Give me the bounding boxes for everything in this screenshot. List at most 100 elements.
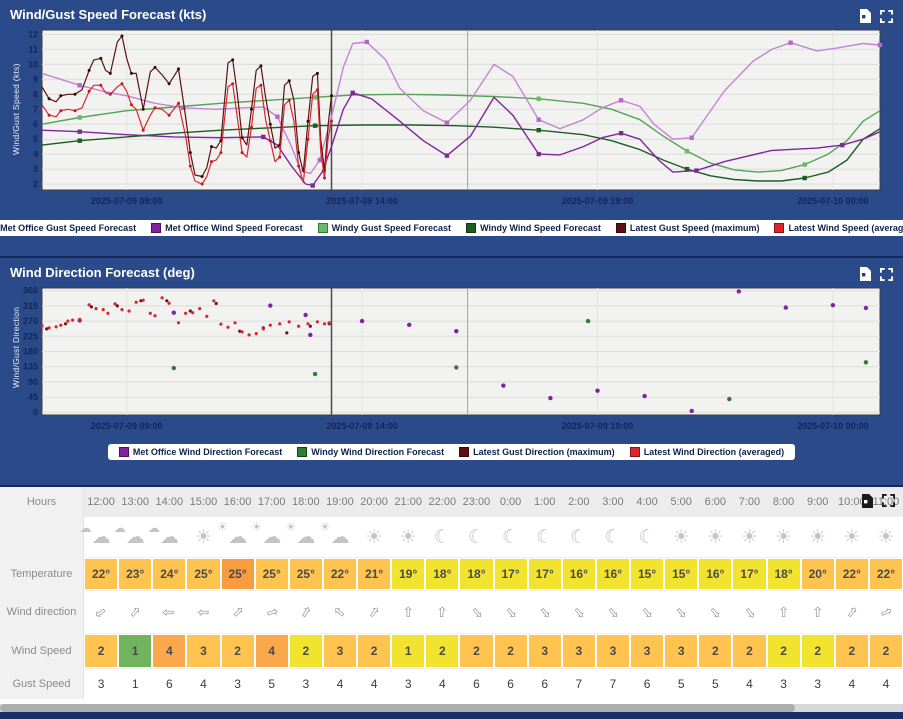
fullscreen-icon[interactable]: [880, 267, 893, 281]
temperature-value: 15°: [665, 559, 698, 589]
chart1-legend-item[interactable]: Latest Gust Speed (maximum): [615, 223, 759, 233]
hourly-forecast-table: Hours 12:00 13:00 14:00 15:00 16:00 17:00 18:0…: [0, 487, 903, 712]
wind-speed-value: 3: [528, 635, 561, 667]
wind-speed-cell: 2: [767, 634, 801, 668]
wind-speed-cell: 2: [357, 634, 391, 668]
sun-cloud-icon: ☁ ☀: [285, 519, 316, 548]
chart1-legend-item[interactable]: Windy Wind Speed Forecast: [466, 223, 601, 233]
svg-text:4: 4: [33, 149, 38, 159]
export-report-icon[interactable]: [859, 267, 871, 281]
wind-speed-value: 2: [494, 635, 527, 667]
wind-direction-arrow-icon: ⇧: [329, 602, 350, 622]
temperature-value: 23°: [119, 559, 152, 589]
svg-text:270: 270: [23, 316, 38, 326]
wind-speed-cell: 2: [221, 634, 255, 668]
fullscreen-icon[interactable]: [880, 9, 893, 23]
temperature-cell: 19°: [391, 558, 425, 590]
chart1-legend: Met Office Gust Speed Forecast Met Office…: [0, 220, 903, 236]
temperature-value: 16°: [596, 559, 629, 589]
hour-cell: 19:00: [326, 496, 354, 508]
hour-cell: 8:00: [772, 496, 795, 508]
chart2-legend-item[interactable]: Latest Gust Direction (maximum): [459, 447, 615, 457]
export-report-icon[interactable]: [861, 494, 873, 513]
fullscreen-icon[interactable]: [882, 494, 895, 513]
wind-direction-cell: ⇧: [118, 591, 152, 633]
legend-label: Windy Wind Speed Forecast: [480, 223, 601, 233]
chart1-legend-item[interactable]: Windy Gust Speed Forecast: [317, 223, 451, 233]
hour-cell: 7:00: [738, 496, 761, 508]
temperature-cell: 17°: [494, 558, 528, 590]
wind-direction-arrow-icon: ⇧: [228, 601, 248, 622]
wind-speed-cell: 2: [494, 634, 528, 668]
weather-cell: ☁ ☀: [217, 517, 255, 557]
temperature-cell: 18°: [425, 558, 459, 590]
chart2-legend-item[interactable]: Met Office Wind Direction Forecast: [118, 447, 282, 457]
temperature-cell: 25°: [255, 558, 289, 590]
svg-text:7: 7: [33, 104, 38, 114]
wind-direction-arrow-icon: ⇧: [467, 602, 487, 623]
wind-direction-arrow-icon: ⇧: [705, 602, 726, 623]
export-report-icon[interactable]: [859, 9, 871, 23]
weather-cell: ☀: [391, 517, 425, 557]
temperature-value: 16°: [562, 559, 595, 589]
svg-text:6: 6: [33, 119, 38, 129]
gust-speed-cell: 7: [575, 677, 583, 691]
chart1-legend-item[interactable]: Met Office Gust Speed Forecast: [0, 223, 136, 233]
wind-direction-cell: ⇧: [425, 591, 459, 633]
hour-cell: 2:00: [568, 496, 590, 508]
gust-speed-cell: 3: [814, 677, 822, 691]
svg-text:360: 360: [23, 286, 38, 296]
weather-cell: ☁ ☀: [285, 517, 323, 557]
temperature-cell: 21°: [357, 558, 391, 590]
wind-speed-cell: 3: [562, 634, 596, 668]
legend-swatch-icon: [774, 223, 785, 233]
hour-cell: 17:00: [257, 496, 286, 508]
sun-cloud-icon: ☁ ☀: [251, 519, 282, 548]
clouds-icon: ☁ ☁: [113, 520, 145, 548]
hour-cell: 18:00: [292, 496, 320, 508]
wind-speed-cell: 1: [391, 634, 425, 668]
svg-text:11: 11: [28, 44, 38, 54]
temperature-value: 22°: [323, 559, 356, 589]
wind-gust-speed-chart: 2 3 4 5 6 7 8 9 10 11 12 2025-07-09 09:00 2025-07-09…: [28, 29, 883, 206]
sun-icon: ☀: [365, 526, 383, 548]
gust-speed-cell: 1: [131, 677, 139, 691]
wind-speed-value: 3: [631, 635, 664, 667]
scrollbar-thumb[interactable]: [0, 704, 795, 712]
hour-cell: 6:00: [704, 496, 727, 508]
hour-cell: 14:00: [155, 496, 184, 508]
horizontal-scrollbar[interactable]: [0, 704, 903, 712]
sun-icon: ☀: [194, 526, 212, 548]
gust-speed-cell: 5: [268, 677, 276, 691]
row-label-gust-speed: Gust Speed: [0, 669, 84, 699]
wind-speed-cell: 2: [698, 634, 732, 668]
row-label-weather: [0, 517, 84, 557]
temperature-cell: 24°: [152, 558, 186, 590]
svg-text:9: 9: [33, 74, 38, 84]
temperature-cell: 15°: [664, 558, 698, 590]
weather-cell: ☁ ☀: [319, 517, 357, 557]
wind-direction-cell: ⇧: [767, 591, 801, 633]
wind-direction-panel: Wind Direction Forecast (deg) Wind/Gust …: [0, 258, 903, 487]
chart1-legend-item[interactable]: Latest Wind Speed (averaged): [774, 223, 903, 233]
svg-text:45: 45: [28, 392, 38, 402]
wind-direction-cell: ⇧: [801, 591, 835, 633]
legend-label: Windy Wind Direction Forecast: [311, 447, 445, 457]
row-label-wind-speed: Wind Speed: [0, 634, 84, 668]
wind-direction-cell: ⇧: [459, 591, 493, 633]
temperature-value: 15°: [631, 559, 664, 589]
gust-speed-cell: 3: [302, 677, 310, 691]
wind-speed-value: 1: [392, 635, 425, 667]
svg-text:2025-07-09 19:00: 2025-07-09 19:00: [562, 421, 634, 431]
wind-direction-cell: ⇧: [732, 591, 766, 633]
temperature-cell: 18°: [459, 558, 493, 590]
svg-text:10: 10: [28, 59, 38, 69]
wind-direction-arrow-icon: ⇧: [501, 602, 521, 623]
gust-speed-cell: 3: [780, 677, 787, 691]
wind-speed-cell: 2: [459, 634, 493, 668]
svg-text:90: 90: [28, 377, 38, 387]
chart1-legend-item[interactable]: Met Office Wind Speed Forecast: [151, 223, 303, 233]
temperature-cell: 25°: [289, 558, 323, 590]
chart2-legend-item[interactable]: Windy Wind Direction Forecast: [297, 447, 444, 457]
chart2-legend-item[interactable]: Latest Wind Direction (averaged): [629, 447, 784, 457]
